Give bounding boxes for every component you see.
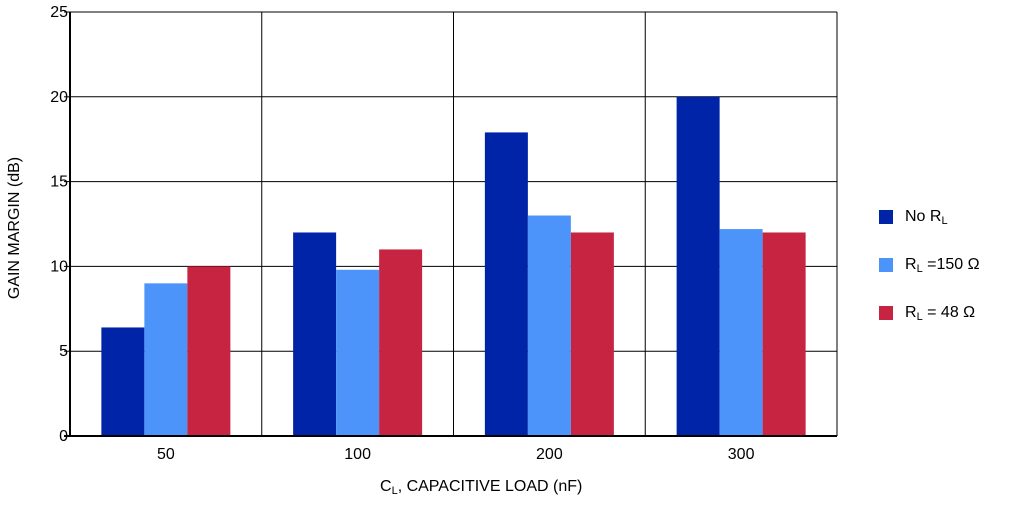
bar xyxy=(187,266,231,436)
bar xyxy=(570,232,614,436)
legend-swatch-no-rl xyxy=(879,210,893,224)
y-tick-label: 25 xyxy=(50,4,68,21)
legend-label-no-rl: No RL xyxy=(905,207,948,227)
bar xyxy=(762,232,806,436)
y-tick-label: 5 xyxy=(59,343,68,360)
y-tick-label: 0 xyxy=(59,428,68,445)
x-axis-title: CL, CAPACITIVE LOAD (nF) xyxy=(380,478,583,497)
legend: No RL RL =150 Ω RL = 48 Ω xyxy=(879,205,1009,349)
bar xyxy=(484,132,528,436)
y-tick-label: 15 xyxy=(50,174,68,191)
y-tick-label: 10 xyxy=(50,258,68,275)
bar xyxy=(719,229,763,436)
bar xyxy=(379,249,423,436)
legend-swatch-rl-48 xyxy=(879,306,893,320)
bar xyxy=(293,232,337,436)
x-tick-label: 50 xyxy=(157,446,175,463)
legend-item-rl-150: RL =150 Ω xyxy=(879,253,1009,277)
bar xyxy=(144,283,188,436)
legend-item-rl-48: RL = 48 Ω xyxy=(879,301,1009,325)
x-tick-label: 100 xyxy=(344,446,371,463)
legend-label-rl-48: RL = 48 Ω xyxy=(905,303,976,323)
y-axis-title: GAIN MARGIN (dB) xyxy=(6,156,23,300)
bar xyxy=(336,269,380,436)
bar xyxy=(676,96,720,437)
x-tick-label: 200 xyxy=(536,446,563,463)
bar xyxy=(527,215,571,436)
legend-label-rl-150: RL =150 Ω xyxy=(905,255,980,275)
x-tick-label: 300 xyxy=(728,446,755,463)
y-tick-label: 20 xyxy=(50,89,68,106)
bar xyxy=(101,327,145,436)
legend-item-no-rl: No RL xyxy=(879,205,1009,229)
legend-swatch-rl-150 xyxy=(879,258,893,272)
